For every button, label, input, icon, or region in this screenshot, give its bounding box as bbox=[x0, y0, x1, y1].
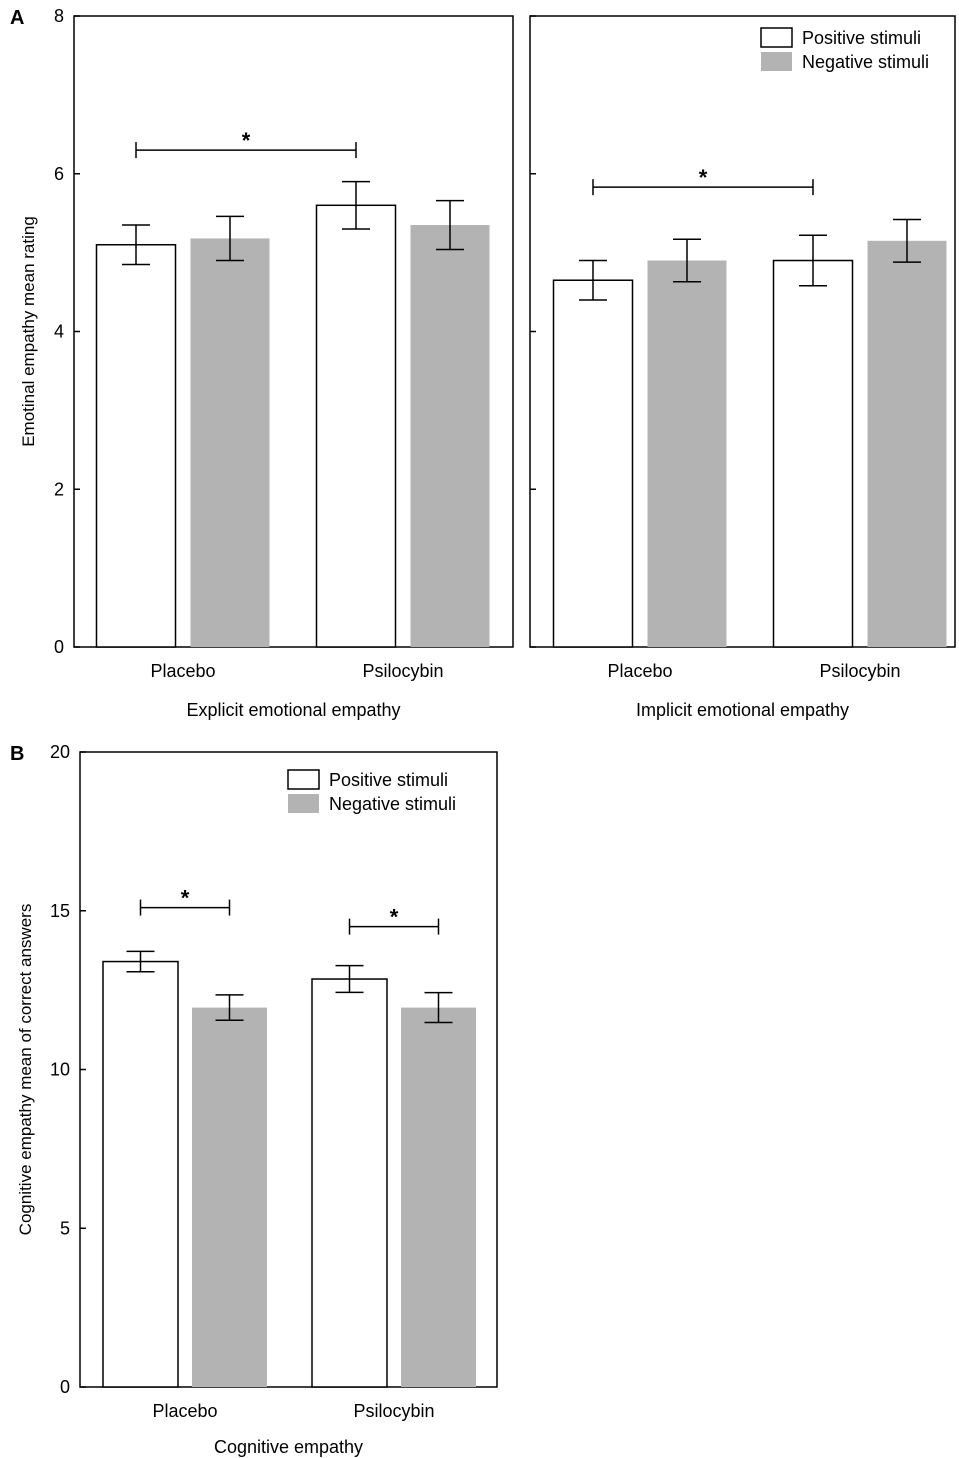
x-category-label: Psilocybin bbox=[353, 1401, 434, 1421]
y-axis-label: Cognitive empathy mean of correct answer… bbox=[16, 904, 35, 1236]
y-tick-label: 10 bbox=[50, 1060, 70, 1080]
bar-positive-placebo bbox=[102, 960, 179, 1388]
legend-swatch-positive bbox=[287, 769, 320, 790]
x-category-label: Psilocybin bbox=[362, 661, 443, 681]
bar-positive-psilocybin bbox=[315, 204, 397, 648]
y-tick-label: 0 bbox=[60, 1377, 70, 1397]
legend-label: Negative stimuli bbox=[329, 794, 456, 814]
bar-negative-psilocybin bbox=[401, 1007, 476, 1387]
significance-star: * bbox=[181, 886, 190, 911]
significance-bracket: * bbox=[139, 886, 231, 916]
panel-letter: A bbox=[10, 7, 24, 29]
x-category-label: Psilocybin bbox=[819, 661, 900, 681]
legend-swatch-negative bbox=[761, 52, 792, 71]
significance-star: * bbox=[242, 128, 251, 153]
y-tick-label: 0 bbox=[54, 637, 64, 657]
bar-negative-placebo bbox=[190, 238, 270, 648]
x-axis-label: Explicit emotional empathy bbox=[186, 700, 400, 720]
legend: Positive stimuli Negative stimuli bbox=[287, 769, 456, 814]
significance-bracket: * bbox=[135, 128, 357, 159]
y-tick-label: 2 bbox=[54, 479, 64, 499]
chart-panel-3: 0 5 10 15 20 Placebo Psilocybin * * Cognitive emp… bbox=[10, 742, 498, 1457]
bar-negative-placebo bbox=[192, 1007, 267, 1387]
bar-positive-placebo bbox=[95, 243, 177, 648]
x-category-label: Placebo bbox=[607, 661, 672, 681]
x-category-label: Placebo bbox=[152, 1401, 217, 1421]
legend-swatch-negative bbox=[288, 794, 319, 813]
chart-panel-2: Placebo Psilocybin * Implicit emotional emp… bbox=[529, 15, 956, 720]
legend: Positive stimuli Negative stimuli bbox=[760, 27, 929, 72]
bar-positive-placebo bbox=[552, 279, 634, 648]
bar-positive-psilocybin bbox=[311, 978, 388, 1388]
y-tick-label: 15 bbox=[50, 901, 70, 921]
y-tick-label: 5 bbox=[60, 1218, 70, 1238]
significance-star: * bbox=[699, 165, 708, 190]
x-axis-label: Cognitive empathy bbox=[214, 1437, 363, 1457]
bar-negative-psilocybin bbox=[410, 225, 490, 648]
x-axis-label: Implicit emotional empathy bbox=[636, 700, 849, 720]
legend-label: Positive stimuli bbox=[802, 28, 921, 48]
significance-bracket: * bbox=[348, 905, 440, 935]
bar-negative-psilocybin bbox=[867, 240, 947, 647]
y-tick-label: 4 bbox=[54, 322, 64, 342]
y-tick-label: 8 bbox=[54, 6, 64, 26]
y-axis-label: Emotinal empathy mean rating bbox=[19, 216, 38, 447]
legend-label: Positive stimuli bbox=[329, 770, 448, 790]
significance-bracket: * bbox=[592, 165, 814, 196]
y-tick-label: 6 bbox=[54, 164, 64, 184]
significance-star: * bbox=[390, 905, 399, 930]
legend-label: Negative stimuli bbox=[802, 52, 929, 72]
x-category-label: Placebo bbox=[150, 661, 215, 681]
bar-negative-placebo bbox=[647, 260, 727, 647]
y-tick-label: 20 bbox=[50, 742, 70, 762]
legend-swatch-positive bbox=[760, 27, 793, 48]
chart-panel-1: 0 2 4 6 8 Placebo Psilocybin * Explicit emotiona… bbox=[10, 6, 514, 720]
bar-positive-psilocybin bbox=[772, 259, 854, 648]
panel-letter: B bbox=[10, 743, 24, 765]
